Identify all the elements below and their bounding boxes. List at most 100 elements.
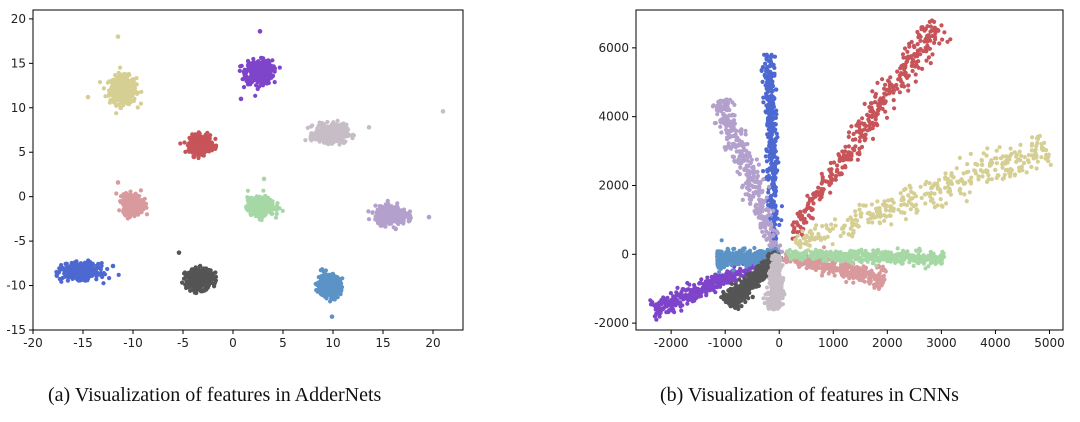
point (1030, 135, 1035, 140)
point (883, 82, 888, 87)
point (103, 94, 108, 99)
point (180, 280, 185, 285)
point (135, 193, 140, 198)
point (267, 202, 273, 207)
point (835, 163, 840, 168)
point (280, 208, 285, 213)
point (118, 105, 123, 111)
point (66, 269, 71, 274)
point (840, 149, 845, 154)
point (937, 41, 942, 46)
point (208, 268, 213, 273)
point (332, 297, 337, 302)
point (253, 83, 259, 88)
point (830, 242, 835, 247)
x-tick-label: 0 (775, 336, 783, 350)
x-tick-label: -2000 (654, 336, 689, 350)
point (75, 265, 80, 270)
point (975, 162, 980, 167)
point (266, 62, 271, 67)
point (833, 223, 838, 228)
point (798, 245, 803, 250)
point (935, 183, 940, 188)
x-tick-label: -10 (123, 336, 143, 350)
point (818, 237, 824, 243)
point (857, 139, 862, 144)
point (865, 128, 870, 133)
point (274, 211, 279, 216)
point (133, 90, 138, 95)
outlier-point (115, 180, 121, 185)
point (130, 98, 135, 103)
point (906, 88, 911, 93)
point (906, 83, 911, 88)
point (857, 202, 862, 207)
point (391, 225, 396, 230)
point (324, 133, 329, 138)
point (904, 203, 910, 208)
cnn-scatter-panel: -2000 -1000 0 1000 2000 3000 4000 5000-20000200… (594, 9, 1065, 350)
point (860, 116, 865, 121)
point (883, 109, 888, 114)
point (255, 59, 260, 64)
point (275, 205, 281, 210)
point (882, 218, 887, 223)
point (212, 284, 217, 289)
point (262, 64, 267, 69)
point (865, 112, 870, 117)
point (144, 212, 150, 217)
point (855, 121, 861, 126)
point (246, 66, 251, 71)
point (128, 189, 133, 194)
point (846, 130, 852, 135)
point (857, 150, 862, 155)
point (810, 216, 815, 221)
point (928, 29, 933, 34)
point (893, 83, 898, 88)
point (239, 63, 244, 68)
point (897, 73, 902, 78)
point (858, 135, 863, 140)
outlier-point (257, 29, 263, 34)
point (73, 268, 78, 274)
point (240, 77, 245, 82)
point (198, 285, 203, 290)
point (242, 67, 247, 72)
point (827, 182, 832, 188)
point (196, 136, 201, 141)
point (900, 195, 905, 200)
point (310, 123, 315, 128)
point (1034, 166, 1039, 171)
point (943, 171, 948, 176)
point (954, 166, 959, 171)
point (69, 274, 74, 279)
point (244, 78, 249, 83)
point (62, 271, 67, 276)
point (305, 125, 310, 130)
point (380, 210, 385, 215)
point (101, 281, 106, 286)
point (178, 141, 183, 146)
point (848, 226, 853, 231)
point (393, 212, 398, 217)
point (325, 119, 330, 125)
point (877, 98, 882, 103)
point (937, 177, 942, 182)
point (138, 101, 144, 106)
point (811, 201, 816, 206)
point (907, 44, 912, 49)
x-tick-label: 3000 (926, 336, 957, 350)
point (105, 266, 110, 272)
point (905, 49, 910, 54)
point (922, 28, 927, 33)
point (379, 204, 384, 209)
point (247, 206, 252, 211)
point (1020, 168, 1025, 173)
point (1029, 148, 1034, 153)
point (255, 198, 260, 203)
point (824, 223, 829, 228)
point (54, 273, 59, 278)
point (811, 237, 816, 242)
point (375, 207, 380, 212)
point (130, 77, 135, 82)
